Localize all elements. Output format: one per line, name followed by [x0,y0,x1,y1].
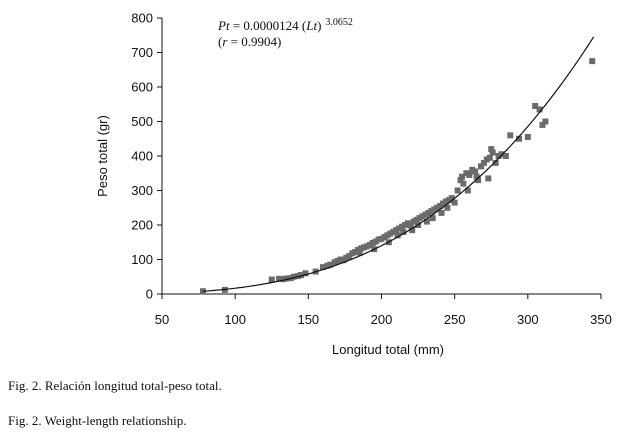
y-tick-label: 300 [131,183,153,198]
data-point [489,149,496,156]
data-point [466,171,473,178]
data-point [409,227,416,234]
equation-line-1: Pt = 0.0000124 (Lt) 3.0652 [217,17,353,33]
y-tick-label: 500 [131,114,153,129]
y-tick-label: 0 [146,287,153,302]
fit-curve [202,36,595,292]
x-tick-label: 150 [297,312,319,327]
data-point [276,275,283,282]
data-point [472,168,479,175]
x-tick-label: 250 [444,312,466,327]
data-point [423,218,430,225]
data-point [536,106,543,113]
y-axis-title: Peso total (gr) [95,115,110,197]
x-axis-title: Longitud total (mm) [332,342,444,357]
data-point [460,180,467,187]
data-point [298,272,305,279]
x-tick-label: 200 [371,312,393,327]
data-point [356,249,363,256]
data-point [486,154,493,161]
y-tick-label: 600 [131,80,153,95]
data-point [502,153,509,159]
data-point [478,163,485,170]
data-point [498,151,505,158]
data-point [268,276,275,283]
data-point [458,173,465,180]
y-axis-ticks: 0 100 200 300 400 500 600 700 800 [131,11,162,302]
data-point [302,270,309,277]
data-point [542,118,549,125]
data-point [319,264,326,271]
data-point [400,228,407,235]
data-point [444,204,451,211]
data-point [492,159,499,166]
y-tick-label: 100 [131,252,153,267]
data-point [290,273,297,280]
data-point [451,199,458,206]
data-point [454,187,461,194]
x-tick-label: 100 [224,312,246,327]
data-point [539,121,546,128]
data-point [407,222,414,229]
data-point [507,132,514,139]
data-point [516,135,523,142]
data-point [480,159,487,166]
data-point [457,177,464,184]
data-point [473,173,480,180]
data-point [448,195,455,202]
y-tick-label: 200 [131,218,153,233]
data-point [524,134,531,141]
caption-english: Fig. 2. Weight-length relationship. [8,413,187,428]
data-point [283,275,290,282]
y-tick-label: 400 [131,149,153,164]
x-tick-label: 350 [590,312,612,327]
scatter-chart: 0 100 200 300 400 500 600 700 800 50 100 150 200 250… [95,11,612,358]
x-axis-ticks: 50 100 150 200 250 300 350 [155,294,612,327]
x-tick-label: 50 [155,312,169,327]
data-point [327,261,334,268]
caption-spanish: Fig. 2. Relación longitud total-peso tot… [8,378,222,393]
data-point [429,215,436,222]
data-point [589,58,596,65]
data-point [488,146,495,153]
y-tick-label: 800 [131,11,153,26]
data-point [438,209,445,216]
data-point [532,102,539,109]
data-point [394,232,401,239]
data-point [475,177,482,184]
data-points [199,58,596,295]
y-tick-label: 700 [131,45,153,60]
data-point [485,175,492,182]
data-point [464,187,471,194]
x-tick-label: 300 [517,312,539,327]
equation-line-2: (r = 0.9904) [218,34,281,49]
